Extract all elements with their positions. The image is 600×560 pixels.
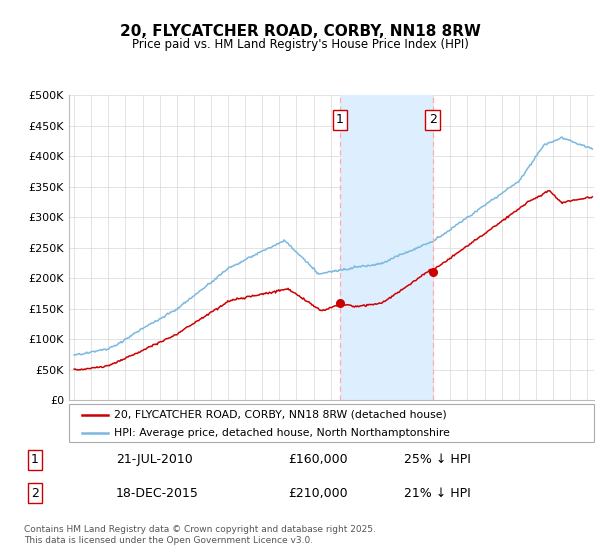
Text: Price paid vs. HM Land Registry's House Price Index (HPI): Price paid vs. HM Land Registry's House … xyxy=(131,38,469,51)
Text: 2: 2 xyxy=(31,487,39,500)
Text: 18-DEC-2015: 18-DEC-2015 xyxy=(116,487,199,500)
Text: HPI: Average price, detached house, North Northamptonshire: HPI: Average price, detached house, Nort… xyxy=(113,428,449,438)
Text: 21-JUL-2010: 21-JUL-2010 xyxy=(116,453,193,466)
Text: £210,000: £210,000 xyxy=(289,487,348,500)
Text: £160,000: £160,000 xyxy=(289,453,348,466)
Text: Contains HM Land Registry data © Crown copyright and database right 2025.
This d: Contains HM Land Registry data © Crown c… xyxy=(24,525,376,545)
Text: 2: 2 xyxy=(429,113,437,126)
Text: 25% ↓ HPI: 25% ↓ HPI xyxy=(404,453,470,466)
Text: 20, FLYCATCHER ROAD, CORBY, NN18 8RW: 20, FLYCATCHER ROAD, CORBY, NN18 8RW xyxy=(119,24,481,39)
Text: 1: 1 xyxy=(336,113,344,126)
Text: 20, FLYCATCHER ROAD, CORBY, NN18 8RW (detached house): 20, FLYCATCHER ROAD, CORBY, NN18 8RW (de… xyxy=(113,410,446,420)
Bar xyxy=(340,95,433,400)
Text: 21% ↓ HPI: 21% ↓ HPI xyxy=(404,487,470,500)
Text: 1: 1 xyxy=(31,453,39,466)
